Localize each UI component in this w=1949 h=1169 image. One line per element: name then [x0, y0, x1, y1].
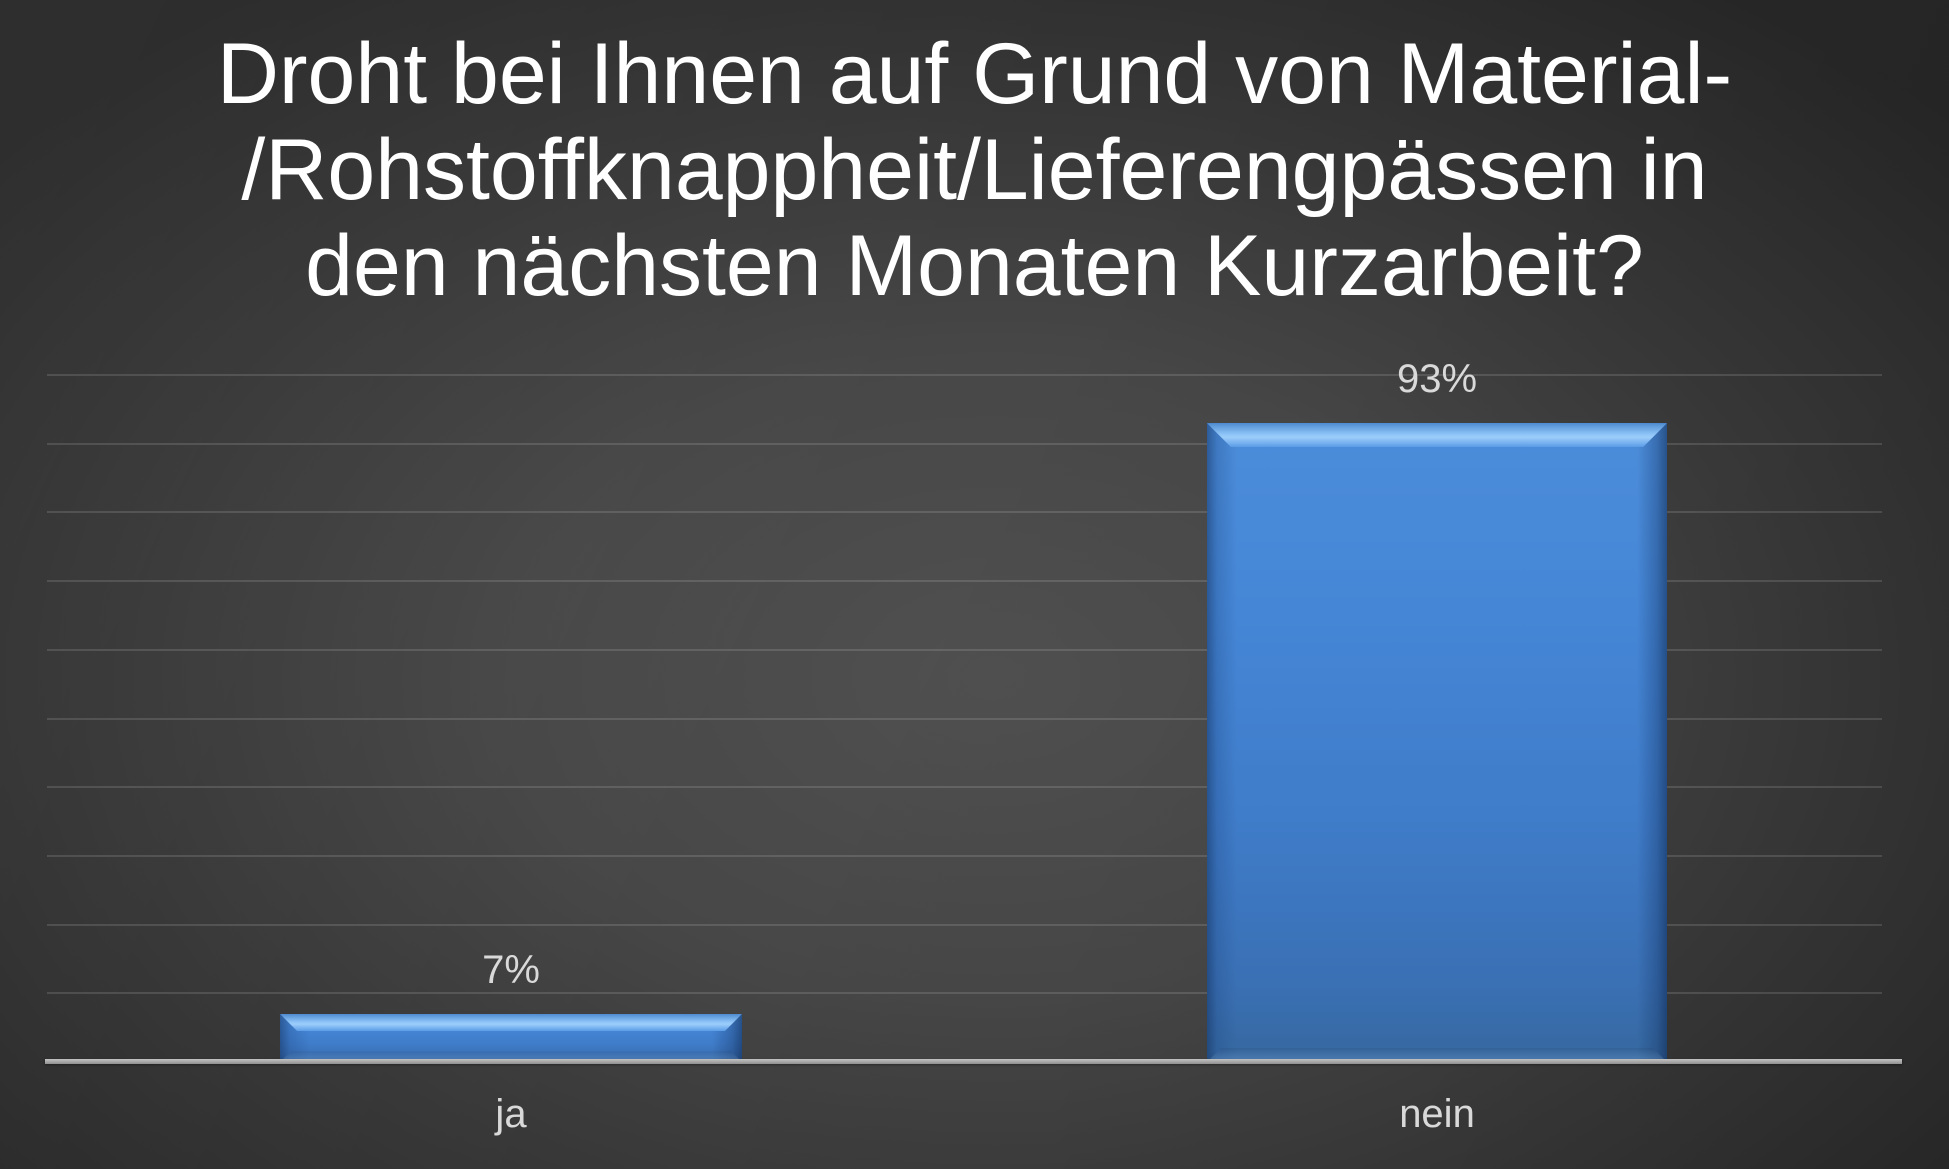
gridline	[47, 580, 1882, 583]
bar-group-ja: 7%	[280, 375, 742, 1062]
bar-nein[interactable]	[1207, 423, 1667, 1062]
gridlines	[45, 374, 1890, 1062]
gridline	[47, 442, 1882, 445]
gridline	[47, 648, 1882, 651]
gridline	[47, 992, 1882, 995]
value-label-ja: 7%	[482, 947, 540, 992]
category-label-ja: ja	[495, 1092, 527, 1136]
chart-title-line-2: /Rohstoffknappheit/Lieferengpässen in	[241, 122, 1708, 218]
x-axis-line	[45, 1059, 1902, 1064]
bar-ja[interactable]	[280, 1013, 742, 1062]
category-label-nein: nein	[1399, 1092, 1475, 1136]
gridline	[47, 374, 1882, 376]
gridline	[47, 511, 1882, 514]
chart-title: Droht bei Ihnen auf Grund von Material- …	[0, 26, 1949, 314]
bar-group-nein: 93%	[1207, 359, 1667, 1062]
gridline	[47, 786, 1882, 789]
chart-title-line-3: den nächsten Monaten Kurzarbeit?	[305, 218, 1644, 314]
gridline	[47, 717, 1882, 720]
gridline	[47, 923, 1882, 926]
gridline	[47, 854, 1882, 857]
value-label-nein: 93%	[1396, 357, 1478, 402]
plot-area: 7% 93%	[45, 359, 1890, 1062]
chart-title-line-1: Droht bei Ihnen auf Grund von Material-	[216, 26, 1733, 122]
